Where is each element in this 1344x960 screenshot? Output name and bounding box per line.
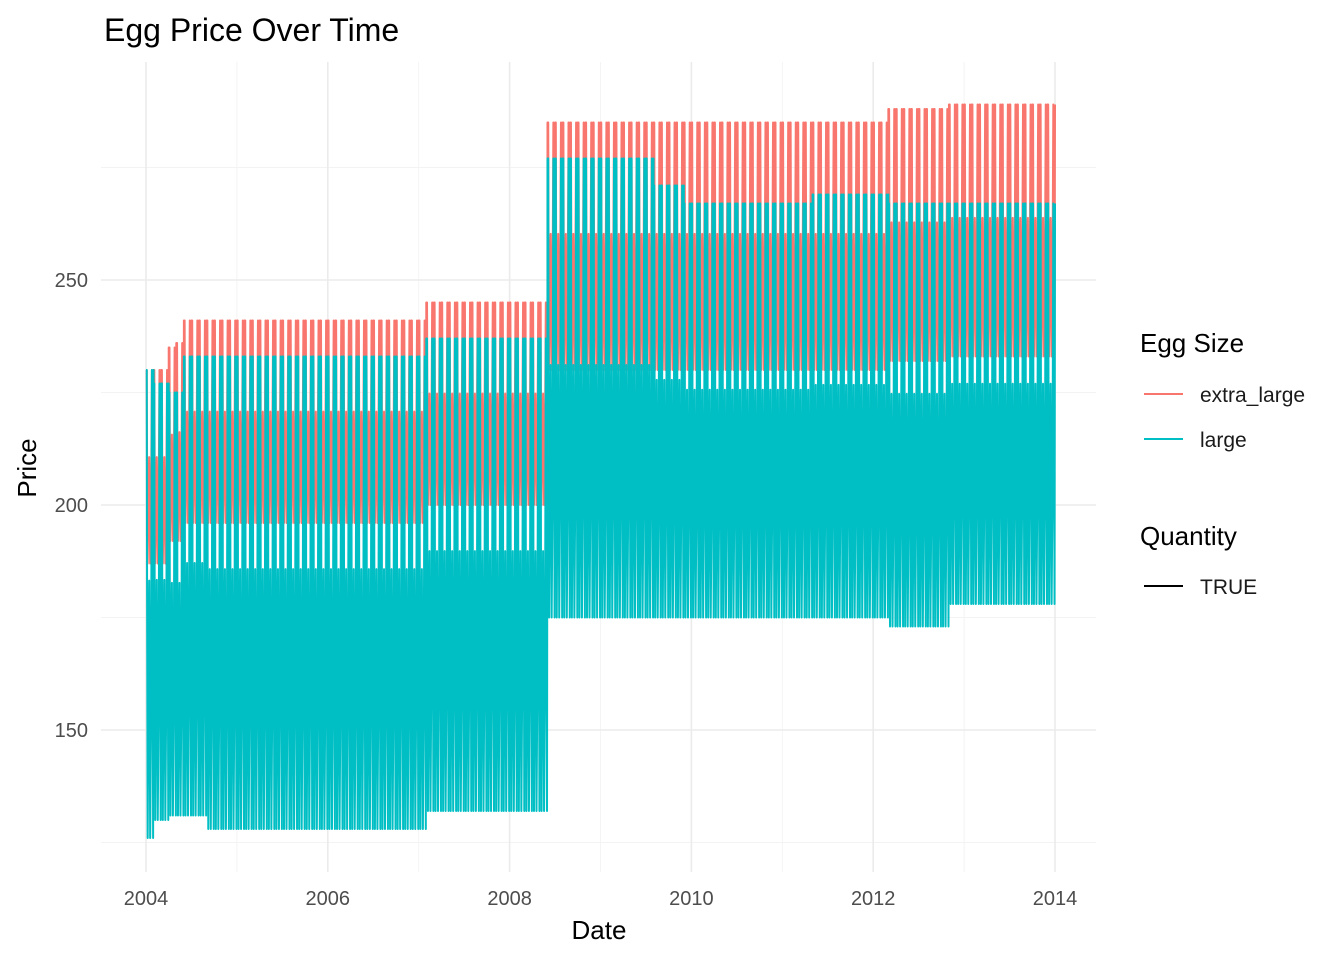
x-axis-title: Date (572, 915, 627, 945)
series-line-large (145, 157, 1056, 839)
legend-label-large: large (1200, 429, 1247, 452)
x-tick-label: 2010 (669, 888, 714, 910)
legend-title-quantity: Quantity (1140, 521, 1237, 551)
x-tick-label: 2008 (487, 888, 532, 910)
legend-title-egg-size: Egg Size (1140, 328, 1244, 358)
legend-label-extra-large: extra_large (1200, 384, 1305, 407)
y-axis-title: Price (12, 438, 42, 497)
y-tick-label: 200 (55, 495, 88, 517)
series-layer (145, 103, 1056, 839)
y-tick-label: 150 (55, 720, 88, 742)
y-axis-ticks: 150 200 250 (55, 270, 88, 742)
legend: Egg Size extra_large large Quantity TRUE (1140, 328, 1305, 599)
x-tick-label: 2004 (124, 888, 169, 910)
chart-title: Egg Price Over Time (104, 12, 399, 48)
x-tick-label: 2006 (306, 888, 351, 910)
x-tick-label: 2012 (851, 888, 896, 910)
y-tick-label: 250 (55, 270, 88, 292)
legend-label-true: TRUE (1200, 576, 1257, 599)
x-tick-label: 2014 (1033, 888, 1078, 910)
x-axis-ticks: 2004 2006 2008 2010 2012 2014 (124, 888, 1078, 910)
